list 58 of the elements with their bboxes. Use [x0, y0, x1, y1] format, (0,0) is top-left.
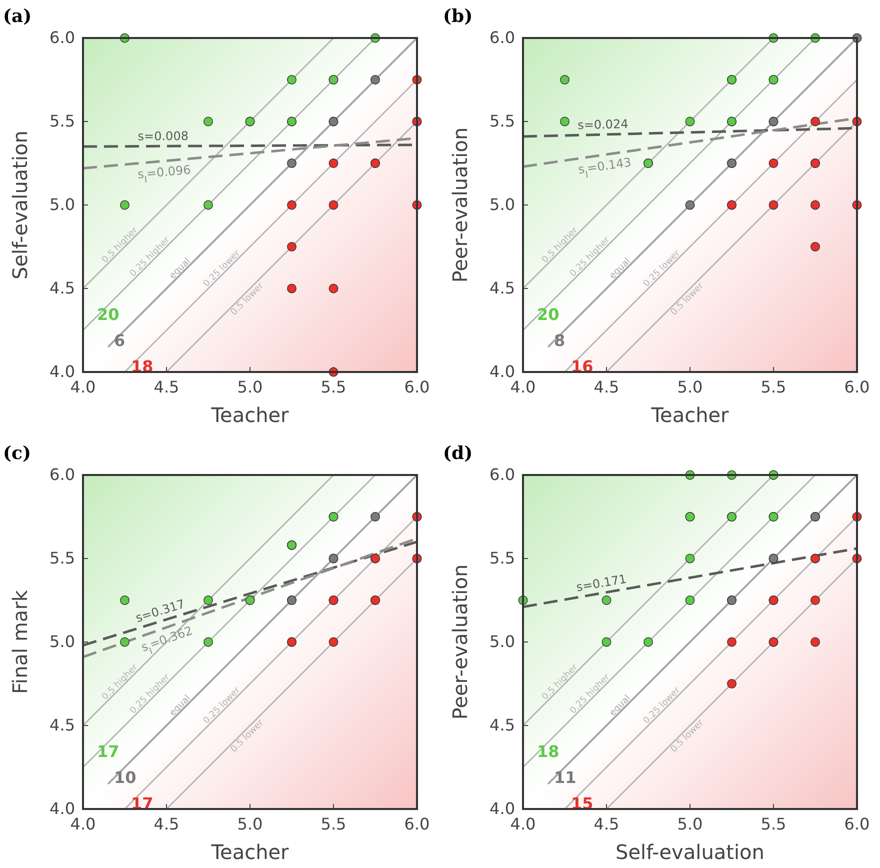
- chart-title: (d): [443, 443, 473, 464]
- x-tick-label: 6.0: [404, 814, 430, 834]
- series-label: s=0.024: [577, 116, 628, 132]
- x-tick-label: 4.5: [154, 377, 180, 396]
- text: 20: [97, 305, 120, 324]
- x-axis-title: Teacher: [210, 840, 290, 864]
- y-tick-label: 5.0: [50, 632, 75, 652]
- text: 10: [114, 768, 136, 787]
- y-tick-label: 5.0: [490, 632, 515, 652]
- x-tick-label: 5.0: [677, 814, 703, 834]
- x-tick-label: 4.5: [154, 814, 180, 834]
- y-tick-label: 5.5: [50, 548, 75, 568]
- x-tick-label: 5.0: [237, 814, 263, 834]
- text: s=0.171: [575, 572, 628, 594]
- text: 11: [554, 768, 576, 787]
- y-axis-title: Self-evaluation: [8, 130, 32, 280]
- x-tick-label: 6.0: [844, 814, 870, 834]
- x-tick-label: 5.0: [237, 377, 263, 396]
- y-axis-title: Peer-evaluation: [448, 564, 472, 720]
- y-tick-label: 6.0: [50, 465, 75, 484]
- text: 8: [554, 331, 566, 350]
- text: 17: [97, 742, 120, 761]
- text: s$_{I}$=0.096: [136, 162, 192, 186]
- x-tick-label: 5.5: [760, 377, 786, 396]
- x-tick-label: 5.5: [320, 377, 346, 396]
- y-tick-label: 4.5: [490, 278, 515, 298]
- y-tick-label: 4.5: [50, 716, 75, 735]
- x-tick-label: 6.0: [404, 377, 430, 396]
- text: s$_{I}$=0.362: [139, 623, 194, 658]
- x-axis-title: Teacher: [210, 403, 290, 427]
- text: 6: [114, 331, 126, 350]
- y-tick-label: 6.0: [490, 28, 515, 48]
- text: s$_{I}$=0.143: [577, 155, 632, 181]
- y-axis-title: Final mark: [8, 590, 32, 694]
- chart-title: (b): [443, 6, 473, 27]
- y-tick-label: 6.0: [50, 28, 75, 48]
- y-tick-label: 5.0: [490, 195, 515, 214]
- x-tick-label: 4.5: [594, 377, 620, 396]
- y-axis-title: Peer-evaluation: [448, 127, 472, 283]
- chart-title: (c): [3, 443, 31, 464]
- x-tick-label: 5.0: [677, 377, 703, 396]
- x-tick-label: 5.5: [760, 814, 786, 834]
- text: 18: [537, 742, 560, 761]
- text: 20: [537, 305, 560, 324]
- y-tick-label: 5.5: [490, 112, 515, 131]
- y-tick-label: 4.5: [50, 278, 75, 298]
- y-tick-label: 6.0: [490, 465, 515, 484]
- x-tick-label: 5.5: [320, 814, 346, 834]
- x-tick-label: 4.5: [594, 814, 620, 834]
- chart-title: (a): [3, 6, 32, 27]
- x-tick-label: 6.0: [844, 377, 870, 396]
- series-label: s=0.008: [138, 129, 188, 144]
- y-tick-label: 5.5: [490, 548, 515, 568]
- y-tick-label: 4.5: [490, 716, 515, 735]
- y-tick-label: 5.0: [50, 195, 75, 214]
- y-tick-label: 5.5: [50, 112, 75, 131]
- x-axis-title: Teacher: [650, 403, 730, 427]
- x-axis-title: Self-evaluation: [616, 840, 764, 864]
